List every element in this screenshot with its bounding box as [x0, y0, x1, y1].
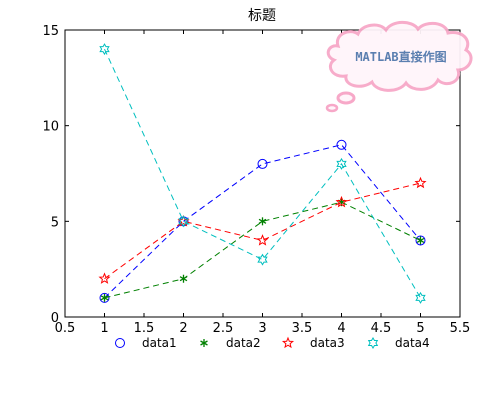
data-point-data4: [415, 291, 426, 304]
x-tick-label: 2: [179, 321, 187, 336]
data-point-data2: [416, 236, 425, 245]
series-line-data3: [104, 182, 421, 280]
legend-label-data3: data3: [310, 336, 345, 350]
data-point-data2: [100, 293, 109, 302]
legend-label-data1: data1: [142, 336, 177, 350]
data-point-data3: [414, 176, 427, 189]
data-point-data4: [257, 253, 268, 266]
watermark-cloud: [326, 20, 473, 92]
x-tick-label: 5: [416, 321, 424, 336]
y-tick-label: 0: [51, 311, 59, 326]
data-point-data4: [99, 43, 110, 56]
data-point-data4: [336, 157, 347, 170]
x-tick-label: 3: [258, 321, 266, 336]
x-tick-label: 1: [100, 321, 108, 336]
legend: data1 data2 data3 data4: [115, 336, 430, 350]
watermark-text: MATLAB直接作图: [355, 49, 446, 64]
legend-label-data2: data2: [226, 336, 261, 350]
y-tick-label: 15: [42, 24, 59, 39]
axis-ticks: 0.5 1 1.5 2 2.5 3 3.5 4 4.5 5 5.5 0 5 10 15: [42, 24, 470, 336]
x-tick-label: 2.5: [213, 321, 234, 336]
watermark-cloud-puff-small: [325, 103, 339, 113]
y-tick-label: 10: [42, 120, 59, 135]
data-point-data3: [98, 272, 111, 284]
legend-marker-data3: [281, 336, 295, 349]
data-point-data2: [258, 217, 267, 226]
watermark-cloud-puff: [336, 91, 356, 105]
series-line-data2: [104, 201, 421, 299]
data-point-data1: [336, 139, 347, 150]
x-tick-label: 4.5: [371, 321, 392, 336]
series-line-data1: [104, 144, 421, 299]
legend-marker-data1: [115, 338, 125, 348]
legend-marker-data2: [200, 339, 208, 347]
data-point-data2: [179, 274, 188, 283]
y-tick-label: 5: [51, 215, 59, 230]
legend-marker-data4: [367, 337, 379, 349]
series-lines: [98, 43, 427, 304]
watermark-stamp: MATLAB直接作图: [325, 20, 473, 113]
legend-label-data4: data4: [395, 336, 430, 350]
x-tick-label: 4: [337, 321, 345, 336]
data-point-data1: [257, 158, 268, 169]
x-tick-label: 3.5: [292, 321, 313, 336]
data-point-data4: [178, 215, 189, 228]
data-point-data1: [99, 292, 110, 303]
x-tick-label: 0.5: [55, 321, 76, 336]
series-line-data4: [104, 48, 421, 299]
data-point-data3: [256, 234, 269, 246]
chart-title: 标题: [248, 8, 276, 24]
x-tick-label: 1.5: [134, 321, 155, 336]
x-tick-label: 5.5: [450, 321, 471, 336]
data-point-data1: [415, 235, 426, 246]
data-point-data3: [335, 195, 348, 208]
